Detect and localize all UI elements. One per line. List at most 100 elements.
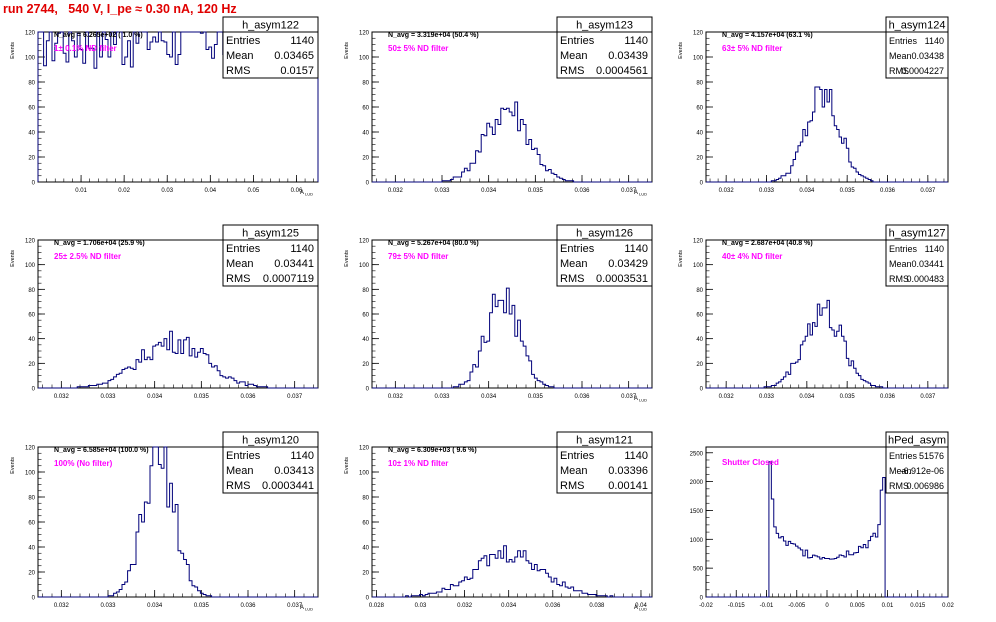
stats-box: h_asym122 Entries 1140 Mean 0.03465 RMS 0.0157 [222, 16, 319, 79]
x-tick-label: 0.033 [434, 188, 450, 194]
x-tick-label: 0.032 [54, 394, 70, 400]
y-tick-label: 80 [362, 81, 369, 87]
navg-label: N_avg = 6.265e+02 ( 1.0 %) [54, 32, 143, 39]
x-tick-label: 0.036 [545, 603, 561, 609]
x-tick-label: 0.036 [574, 188, 590, 194]
x-tick-label: 0.037 [287, 603, 303, 609]
stats-box-frame [222, 431, 319, 494]
stats-box-frame [222, 16, 319, 79]
x-tick-label: 0.034 [481, 394, 497, 400]
y-tick-label: 120 [25, 446, 36, 452]
x-tick-label: 0.037 [621, 188, 637, 194]
y-tick-label: 80 [696, 288, 703, 294]
histogram-panel: 0 20 40 60 80 100 120 0.032 0.033 0.034 0.035 0.036… [10, 431, 319, 612]
y-tick-label: 1000 [690, 538, 704, 544]
navg-label: N_avg = 4.157e+04 (63.1 %) [722, 32, 813, 39]
y-tick-label: 40 [696, 337, 703, 343]
y-tick-label: 100 [25, 471, 36, 477]
histogram-series [372, 101, 652, 183]
y-tick-label: 0 [366, 181, 370, 187]
y-tick-label: 40 [362, 546, 369, 552]
x-tick-label: 0.04 [204, 188, 216, 194]
y-tick-label: 60 [696, 106, 703, 112]
y-tick-label: 60 [28, 521, 35, 527]
stats-entries-value: 1140 [624, 243, 648, 255]
y-tick-label: 100 [693, 56, 704, 62]
y-tick-label: 80 [362, 288, 369, 294]
y-tick-label: 40 [28, 546, 35, 552]
x-tick-label: 0.036 [880, 188, 896, 194]
x-tick-label: -0.02 [699, 603, 713, 609]
y-tick-label: 40 [28, 131, 35, 137]
stats-title: hPed_asym [888, 435, 946, 447]
navg-label: N_avg = 6.309e+03 ( 9.6 %) [388, 447, 477, 454]
stats-rms-label: RMS [226, 65, 250, 77]
stats-mean-value: 0.03413 [274, 465, 314, 477]
stats-rms-value: 0.000483 [906, 274, 944, 284]
stats-box: h_asym121 Entries 1140 Mean 0.03396 RMS 0.0014… [556, 431, 653, 494]
x-tick-label: 0.037 [287, 394, 303, 400]
x-tick-label: 0.037 [920, 188, 936, 194]
stats-entries-value: 1140 [925, 244, 944, 254]
y-tick-label: 100 [359, 471, 370, 477]
histogram-panel: 0 20 40 60 80 100 120 0.032 0.033 0.034 0.035 0.036… [678, 224, 949, 400]
x-tick-label: 0.032 [719, 394, 735, 400]
y-tick-label: 120 [25, 239, 36, 245]
y-tick-label: 0 [32, 387, 36, 393]
stats-box: h_asym126 Entries 1140 Mean 0.03429 RMS 0.0003… [556, 224, 653, 287]
stats-entries-label: Entries [889, 451, 918, 461]
stats-rms-value: 0.00141 [608, 480, 648, 492]
stats-rms-value: 0.0004227 [901, 66, 944, 76]
x-tick-label: 0.038 [589, 603, 605, 609]
y-tick-label: 100 [359, 263, 370, 269]
stats-entries-label: Entries [889, 244, 918, 254]
x-tick-label: 0.015 [910, 603, 926, 609]
y-tick-label: 60 [28, 313, 35, 319]
navg-label: N_avg = 1.706e+04 (25.9 %) [54, 240, 145, 247]
stats-rms-label: RMS [560, 273, 584, 285]
x-tick-label: 0.02 [118, 188, 130, 194]
y-tick-label: 20 [28, 362, 35, 368]
y-tick-label: 80 [362, 496, 369, 502]
y-tick-label: 20 [28, 156, 35, 162]
x-tick-label: 0.034 [481, 188, 497, 194]
x-tick-label: 0.032 [457, 603, 473, 609]
x-tick-label: 0.005 [850, 603, 866, 609]
x-tick-label: 0.036 [574, 394, 590, 400]
stats-mean-value: 0.03439 [608, 50, 648, 62]
y-tick-label: 0 [32, 596, 36, 602]
y-tick-label: 0 [700, 387, 704, 393]
stats-entries-value: 1140 [624, 35, 648, 47]
y-tick-label: 80 [696, 81, 703, 87]
stats-rms-value: 0.0157 [280, 65, 314, 77]
y-tick-label: 0 [366, 596, 370, 602]
stats-mean-label: Mean [226, 258, 254, 270]
stats-box-frame [556, 431, 653, 494]
stats-box-frame [222, 224, 319, 287]
stats-rms-label: RMS [889, 274, 909, 284]
y-tick-label: 100 [25, 263, 36, 269]
x-tick-label: 0.036 [880, 394, 896, 400]
y-tick-label: 60 [362, 521, 369, 527]
x-tick-label: 0.036 [240, 394, 256, 400]
stats-entries-label: Entries [226, 35, 261, 47]
histogram-panel: 0 20 40 60 80 100 120 0.032 0.033 0.034 0.035 0.036… [344, 224, 653, 403]
filter-annotation: 40± 4% ND filter [722, 252, 782, 261]
y-tick-label: 20 [28, 571, 35, 577]
stats-mean-label: Mean [889, 466, 912, 476]
stats-rms-value: 0.0003531 [596, 273, 648, 285]
stats-entries-label: Entries [889, 36, 918, 46]
y-axis-label: Events [678, 42, 684, 59]
stats-box: h_asym125 Entries 1140 Mean 0.03441 RMS 0.0007… [222, 224, 319, 287]
stats-entries-label: Entries [560, 243, 595, 255]
histogram-series [372, 287, 652, 389]
y-tick-label: 100 [25, 56, 36, 62]
stats-box-frame [556, 16, 653, 79]
y-axis-label: Events [10, 42, 16, 59]
x-tick-label: 0.035 [840, 188, 856, 194]
y-tick-label: 40 [362, 131, 369, 137]
filter-annotation: 10± 1% ND filter [388, 459, 448, 468]
x-tick-label: 0.02 [942, 603, 954, 609]
x-axis-label: A LUD [634, 605, 647, 612]
